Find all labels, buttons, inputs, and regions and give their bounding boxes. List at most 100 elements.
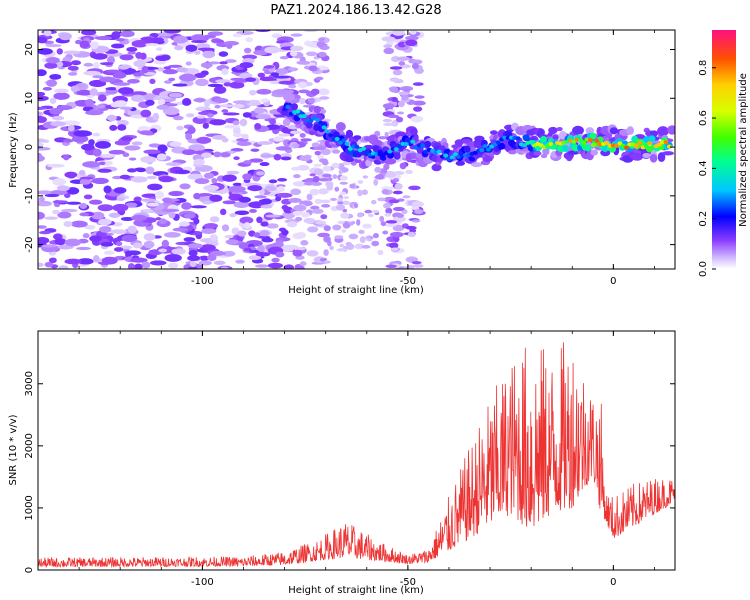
spectrogram-cell — [46, 79, 58, 87]
spectrogram-cell — [127, 78, 140, 84]
spectrogram-cell — [299, 155, 311, 162]
spectrogram-cell — [127, 225, 137, 234]
spectrogram-cell — [193, 192, 201, 200]
spectrogram-cell — [100, 62, 114, 66]
spectrogram-cell — [229, 81, 245, 89]
spectrogram-cell — [161, 239, 170, 248]
spectrogram-cell — [209, 250, 226, 256]
spectrogram-cell — [81, 143, 95, 151]
colorbar-label: Normalized spectral amplitude — [738, 73, 749, 227]
spectrogram-cell — [91, 177, 109, 185]
spectrogram-cell — [224, 59, 237, 63]
spectrogram-cell — [179, 183, 191, 190]
spectrogram-cell — [311, 142, 320, 148]
spectrogram-cell — [268, 179, 278, 184]
spectrogram-cell — [93, 255, 100, 263]
spectrogram-cell — [372, 144, 380, 152]
spectrogram-cell — [382, 230, 389, 235]
spectrogram-cell — [318, 177, 330, 182]
spectrogram-cell — [398, 61, 406, 66]
spectrogram-cell — [577, 137, 583, 142]
spectrogram-cell — [482, 156, 493, 162]
spectrogram-cell — [320, 214, 328, 220]
spectrogram-cell — [396, 56, 410, 61]
spectrogram-cell — [295, 109, 301, 114]
spectrogram-cell — [292, 210, 303, 216]
spectrogram-cell — [278, 133, 291, 137]
spectrogram-cell — [109, 229, 128, 234]
spectrogram-cell — [83, 194, 93, 200]
spectrogram-cell — [401, 94, 409, 101]
spectrogram-cell — [131, 39, 148, 48]
spectrogram-cell — [98, 218, 112, 226]
spectrogram-cell — [143, 149, 161, 154]
spectrogram-cell — [120, 216, 134, 221]
spectrogram-cell — [327, 177, 333, 182]
spectrogram-cell — [322, 165, 331, 172]
spectrogram-cell — [332, 131, 340, 139]
spectrogram-cell — [119, 54, 134, 61]
spectrogram-cell — [385, 207, 393, 215]
spectrogram-cell — [280, 245, 295, 252]
spectrogram-cell — [277, 185, 285, 192]
spectrogram-cell — [312, 175, 320, 183]
spectrogram-cell — [325, 181, 334, 188]
spectrogram-cell — [127, 51, 137, 55]
spectrogram-cell — [90, 41, 99, 50]
spectrogram-cell — [198, 260, 212, 266]
spectrogram-cell — [551, 144, 557, 149]
spectrogram-cell — [255, 30, 271, 33]
spectrogram-cell — [173, 35, 188, 44]
spectrogram-cell — [396, 213, 405, 218]
spectrogram-cell — [143, 72, 157, 76]
spectrogram-cell — [196, 115, 206, 119]
spectrogram-cell — [411, 261, 422, 265]
spectrogram-cell — [367, 213, 374, 218]
spectrogram-cell — [382, 118, 393, 123]
spectrogram-cell — [314, 150, 321, 156]
spectrogram-cell — [389, 78, 401, 82]
spectrogram-cell — [318, 37, 325, 42]
spectrogram-cell — [85, 99, 94, 107]
spectrogram-cell — [289, 130, 302, 135]
spectrogram-cell — [332, 174, 338, 179]
spectrogram-cell — [202, 50, 216, 59]
spectrogram-cell — [255, 113, 271, 120]
spectrogram-cell — [52, 115, 65, 121]
spectrogram-cell — [141, 261, 151, 269]
spectrogram-cell — [187, 126, 196, 135]
spectrogram-cell — [299, 133, 306, 138]
spectrogram-cell — [288, 84, 297, 89]
spectrogram-cell — [410, 206, 420, 210]
spectrogram-cell — [78, 169, 86, 176]
spectrogram-cell — [381, 188, 390, 195]
spectrogram-cell — [317, 188, 329, 195]
spectrogram-cell — [468, 146, 476, 152]
spectrogram-cell — [182, 98, 192, 106]
spectrogram-cell — [562, 144, 570, 152]
spectrogram-cell — [266, 124, 280, 130]
spectrogram-cell — [151, 37, 164, 42]
spectrogram-cell — [371, 209, 379, 213]
spectrogram-cell — [642, 152, 651, 159]
spectrogram-cell — [163, 66, 172, 70]
spectrogram-cell — [201, 228, 217, 235]
spectrogram-cell — [146, 175, 157, 180]
spectrogram-cell — [245, 77, 257, 82]
spectrogram-cell — [254, 107, 265, 114]
spectrogram-cell — [436, 149, 442, 154]
spectrogram-cell — [309, 173, 316, 177]
spectrogram-cell — [276, 192, 293, 198]
spectrogram-cell — [222, 174, 237, 182]
spectrogram-cell — [120, 136, 134, 141]
spectrogram-cell — [470, 162, 483, 168]
spectrogram-cell — [70, 220, 88, 228]
spectrogram-cell — [306, 193, 313, 201]
spectrogram-cell — [272, 136, 285, 142]
spectrogram-cell — [187, 173, 204, 180]
spectrogram-cell — [98, 161, 106, 165]
spectrogram-cell — [163, 80, 173, 84]
spectrogram-cell — [49, 73, 62, 80]
spectrogram-xtick-label: -50 — [400, 276, 416, 287]
spectrogram-cell — [167, 262, 179, 269]
